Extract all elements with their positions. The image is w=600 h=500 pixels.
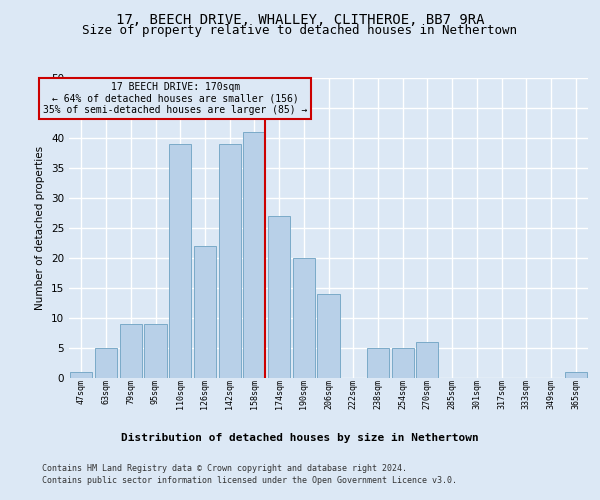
Bar: [194, 246, 216, 378]
Bar: [317, 294, 340, 378]
Bar: [145, 324, 167, 378]
Text: Distribution of detached houses by size in Nethertown: Distribution of detached houses by size …: [121, 432, 479, 442]
Bar: [119, 324, 142, 378]
Text: 17, BEECH DRIVE, WHALLEY, CLITHEROE, BB7 9RA: 17, BEECH DRIVE, WHALLEY, CLITHEROE, BB7…: [116, 12, 484, 26]
Text: Size of property relative to detached houses in Nethertown: Size of property relative to detached ho…: [83, 24, 517, 37]
Bar: [293, 258, 315, 378]
Bar: [169, 144, 191, 378]
Y-axis label: Number of detached properties: Number of detached properties: [35, 146, 46, 310]
Bar: [565, 372, 587, 378]
Bar: [392, 348, 414, 378]
Text: Contains HM Land Registry data © Crown copyright and database right 2024.: Contains HM Land Registry data © Crown c…: [42, 464, 407, 473]
Text: Contains public sector information licensed under the Open Government Licence v3: Contains public sector information licen…: [42, 476, 457, 485]
Bar: [416, 342, 439, 378]
Bar: [268, 216, 290, 378]
Bar: [367, 348, 389, 378]
Bar: [95, 348, 117, 378]
Bar: [70, 372, 92, 378]
Text: 17 BEECH DRIVE: 170sqm
← 64% of detached houses are smaller (156)
35% of semi-de: 17 BEECH DRIVE: 170sqm ← 64% of detached…: [43, 82, 307, 115]
Bar: [243, 132, 265, 378]
Bar: [218, 144, 241, 378]
